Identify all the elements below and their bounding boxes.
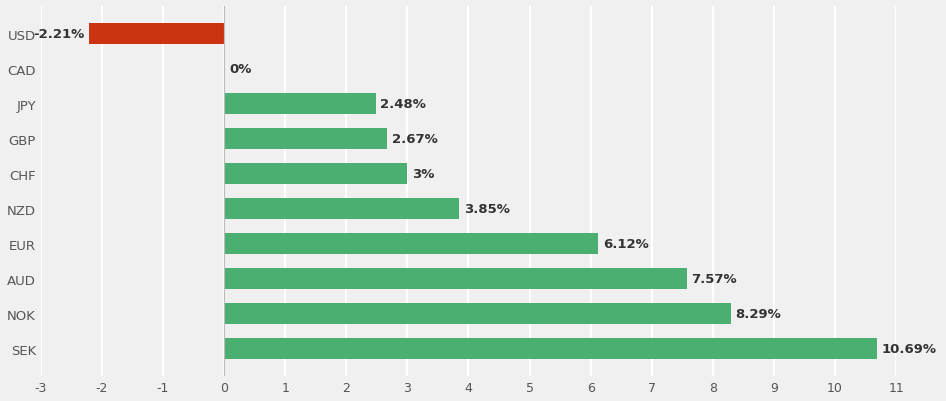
Bar <box>224 233 598 255</box>
Bar <box>224 303 730 324</box>
Text: -2.21%: -2.21% <box>33 28 84 41</box>
Text: 3.85%: 3.85% <box>464 203 510 215</box>
Text: 3%: 3% <box>412 168 434 180</box>
Text: 2.48%: 2.48% <box>380 98 427 111</box>
Bar <box>224 128 387 150</box>
Bar <box>89 24 224 45</box>
Bar <box>224 268 687 290</box>
Text: 7.57%: 7.57% <box>692 272 737 286</box>
Bar <box>224 93 376 115</box>
Text: 10.69%: 10.69% <box>882 342 937 355</box>
Text: 8.29%: 8.29% <box>735 307 781 320</box>
Bar <box>224 198 460 220</box>
Text: 2.67%: 2.67% <box>392 133 438 146</box>
Bar <box>224 163 408 185</box>
Text: 6.12%: 6.12% <box>603 237 649 251</box>
Text: 0%: 0% <box>229 63 252 76</box>
Bar <box>224 338 877 359</box>
